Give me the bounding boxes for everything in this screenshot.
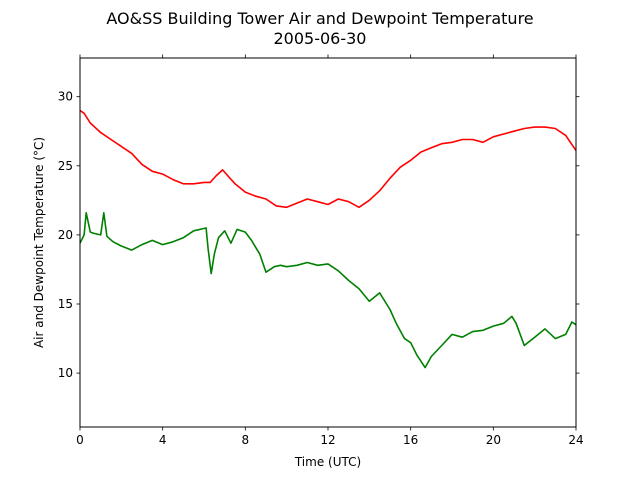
x-tick-label-2: 8	[242, 433, 250, 447]
series-layer	[79, 109, 577, 369]
chart-title: AO&SS Building Tower Air and Dewpoint Te…	[106, 9, 533, 28]
series-line-1	[79, 212, 577, 369]
x-tick-label-4: 16	[403, 433, 418, 447]
x-axis-label: Time (UTC)	[294, 455, 361, 469]
ticks-layer: 0 4 8 12 16 20 24 10 15 20 25 30	[58, 54, 584, 447]
plot-frame	[79, 57, 577, 428]
x-tick-label-0: 0	[76, 433, 84, 447]
series-line-0	[79, 109, 577, 209]
y-tick-label-1: 15	[58, 297, 73, 311]
y-tick-label-0: 10	[58, 366, 73, 380]
x-tick-label-6: 24	[568, 433, 583, 447]
x-tick-label-1: 4	[159, 433, 167, 447]
y-tick-label-3: 25	[58, 159, 73, 173]
y-tick-label-2: 20	[58, 228, 73, 242]
chart-subtitle: 2005-06-30	[274, 29, 367, 48]
y-axis-label: Air and Dewpoint Temperature (°C)	[32, 137, 46, 348]
y-tick-label-4: 30	[58, 90, 73, 104]
x-tick-label-5: 20	[486, 433, 501, 447]
x-tick-label-3: 12	[320, 433, 335, 447]
